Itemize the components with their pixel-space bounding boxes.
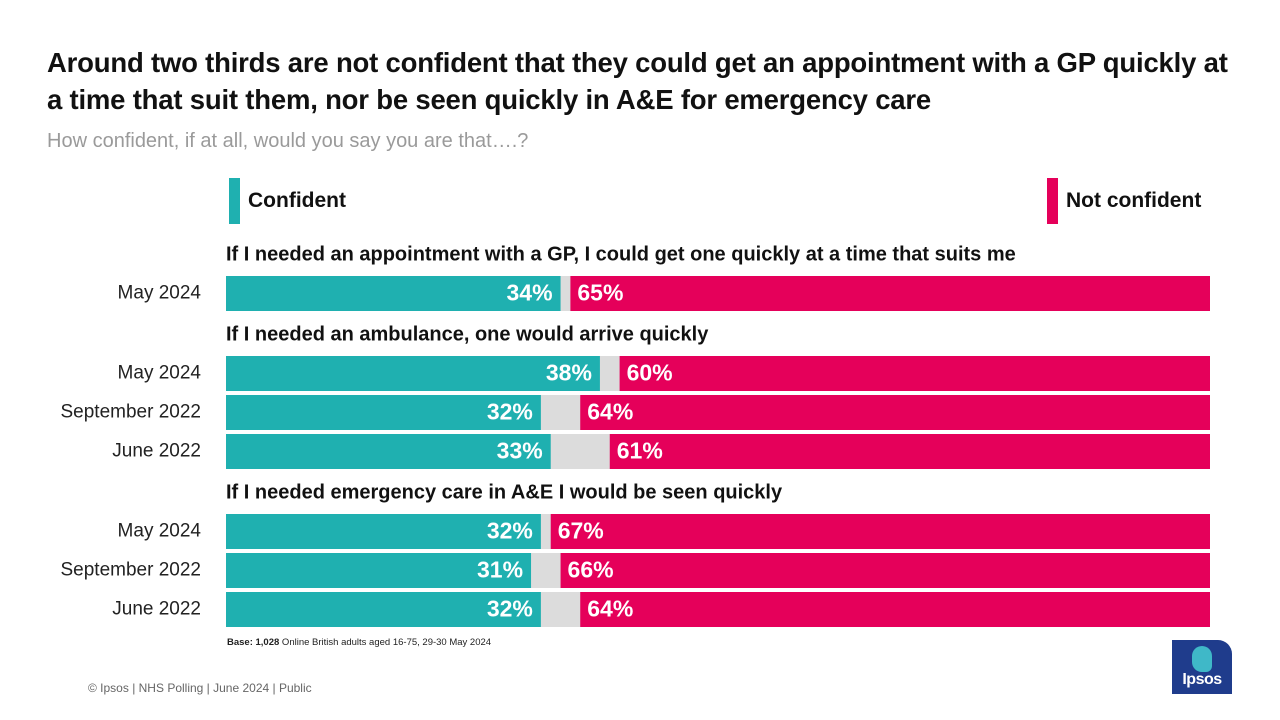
footer-text: © Ipsos | NHS Polling | June 2024 | Publ… [88,681,312,695]
row-label-1-2: June 2022 [112,441,201,462]
bar-confident-2-0 [226,514,541,549]
bar-not-confident-2-0 [550,514,1210,549]
question-subtitle: How confident, if at all, would you say … [47,130,529,152]
row-label-1-0: May 2024 [118,363,202,384]
group-question-2: If I needed emergency care in A&E I woul… [226,481,783,503]
legend-not-confident: Not confident [1047,178,1201,224]
base-note-text: Online British adults aged 16-75, 29-30 … [279,637,492,648]
bar-confident-1-0 [226,356,600,391]
data-label-confident-1-0: 38% [546,360,592,386]
legend-confident-label: Confident [248,189,346,212]
legend-not-confident-label: Not confident [1066,189,1202,212]
legend-confident-swatch [229,178,240,224]
bar-confident-1-2 [226,434,551,469]
bar-not-confident-2-2 [580,592,1210,627]
data-label-not-confident-1-0: 60% [627,360,673,386]
data-label-not-confident-2-1: 66% [568,557,614,583]
bar-not-confident-2-1 [560,553,1210,588]
data-label-confident-2-1: 31% [477,557,523,583]
row-label-2-0: May 2024 [118,521,202,542]
data-label-confident-1-1: 32% [487,399,533,425]
data-label-confident-2-0: 32% [487,518,533,544]
data-label-not-confident-0-0: 65% [577,280,623,306]
legend-not-confident-swatch [1047,178,1058,224]
group-question-0: If I needed an appointment with a GP, I … [226,243,1016,265]
row-label-1-1: September 2022 [61,402,202,423]
data-label-not-confident-1-2: 61% [617,438,663,464]
legend-confident: Confident [229,178,346,224]
data-label-not-confident-2-0: 67% [558,518,604,544]
row-label-0-0: May 2024 [118,283,202,304]
data-label-not-confident-1-1: 64% [587,399,633,425]
bar-confident-1-1 [226,395,541,430]
bar-not-confident-1-1 [580,395,1210,430]
logo-head-icon [1192,646,1212,672]
logo-text: Ipsos [1182,671,1222,688]
bar-confident-2-1 [226,553,532,588]
data-label-not-confident-2-2: 64% [587,596,633,622]
bar-not-confident-1-2 [609,434,1210,469]
base-note-bold: Base: 1,028 [227,637,280,648]
bar-confident-2-2 [226,592,541,627]
bar-not-confident-0-0 [570,276,1210,311]
row-label-2-2: June 2022 [112,599,201,620]
data-label-confident-0-0: 34% [507,280,553,306]
data-label-confident-2-2: 32% [487,596,533,622]
base-note: Base: 1,028 Online British adults aged 1… [227,637,491,648]
row-label-2-1: September 2022 [61,560,202,581]
page-title: Around two thirds are not confident that… [47,47,1228,115]
bar-not-confident-1-0 [619,356,1210,391]
group-question-1: If I needed an ambulance, one would arri… [226,323,709,345]
data-label-confident-1-2: 33% [497,438,543,464]
bar-confident-0-0 [226,276,561,311]
ipsos-logo: Ipsos [1172,640,1232,694]
